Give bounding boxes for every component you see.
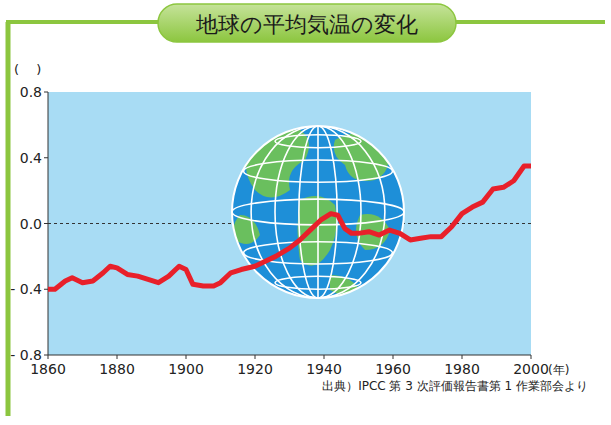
x-tick <box>117 355 118 359</box>
x-tick <box>393 355 394 359</box>
y-tick <box>44 92 48 93</box>
chart: 地球の平均気温の変化- 0.8- 0.40.00.40.818601880190… <box>0 0 611 425</box>
x-axis-title: (年) <box>548 363 569 377</box>
title-tab <box>158 4 456 42</box>
globe-meridian <box>275 126 361 298</box>
x-tick <box>255 355 256 359</box>
x-tick-label: 1880 <box>99 361 135 377</box>
y-tick <box>44 223 48 224</box>
x-tick <box>48 355 49 359</box>
y-tick-label: 0.0 <box>20 216 42 232</box>
globe-landmass <box>298 196 337 266</box>
globe-meridian <box>317 126 319 298</box>
title: 地球の平均気温の変化 <box>195 12 418 37</box>
y-tick-label: - 0.4 <box>10 281 42 297</box>
globe-ocean <box>232 126 404 298</box>
series-group <box>48 166 531 289</box>
x-tick <box>462 355 463 359</box>
globe <box>232 126 404 298</box>
globe-meridian <box>251 126 385 298</box>
x-tick-label: 1980 <box>444 361 480 377</box>
y-tick <box>44 289 48 290</box>
x-tick <box>324 355 325 359</box>
source: 出典）IPCC 第 3 次評価報告書第 1 作業部会より <box>322 379 588 393</box>
x-tick <box>531 355 532 359</box>
y-axis-title: ( ) <box>14 62 41 77</box>
x-tick-label: 1940 <box>306 361 342 377</box>
x-tick-label: 1900 <box>168 361 204 377</box>
x-tick-label: 1960 <box>375 361 411 377</box>
y-tick <box>44 157 48 158</box>
x-tick-label: 1860 <box>30 361 66 377</box>
globe-grid <box>232 126 404 298</box>
x-axis <box>48 355 531 356</box>
x-tick <box>186 355 187 359</box>
x-tick-label: 1920 <box>237 361 273 377</box>
y-tick-label: 0.8 <box>20 84 42 100</box>
x-tick-label: 2000 <box>513 361 549 377</box>
plot-background <box>48 92 531 355</box>
globe-rim <box>232 126 404 298</box>
temperature-line <box>48 166 531 289</box>
y-tick-label: 0.4 <box>20 150 42 166</box>
y-tick <box>44 355 48 356</box>
chart-root: 地球の平均気温の変化- 0.8- 0.40.00.40.818601880190… <box>0 0 611 425</box>
